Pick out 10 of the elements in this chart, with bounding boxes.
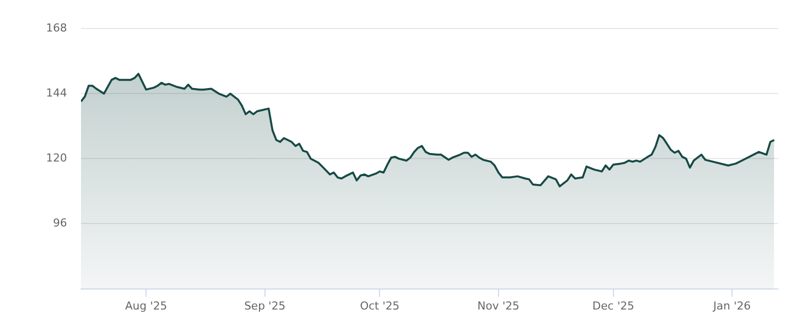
x-tick-label: Aug '25 <box>125 299 168 312</box>
y-tick-label: 144 <box>46 86 67 100</box>
x-tick-label: Nov '25 <box>477 299 520 312</box>
x-tick-label: Dec '25 <box>592 299 634 312</box>
y-tick-label: 96 <box>52 216 67 230</box>
x-tick-label: Jan '26 <box>712 299 751 312</box>
y-tick-label: 168 <box>46 21 67 34</box>
x-tick-label: Oct '25 <box>360 299 400 312</box>
y-tick-label: 120 <box>46 152 67 165</box>
x-tick-label: Sep '25 <box>244 299 286 312</box>
